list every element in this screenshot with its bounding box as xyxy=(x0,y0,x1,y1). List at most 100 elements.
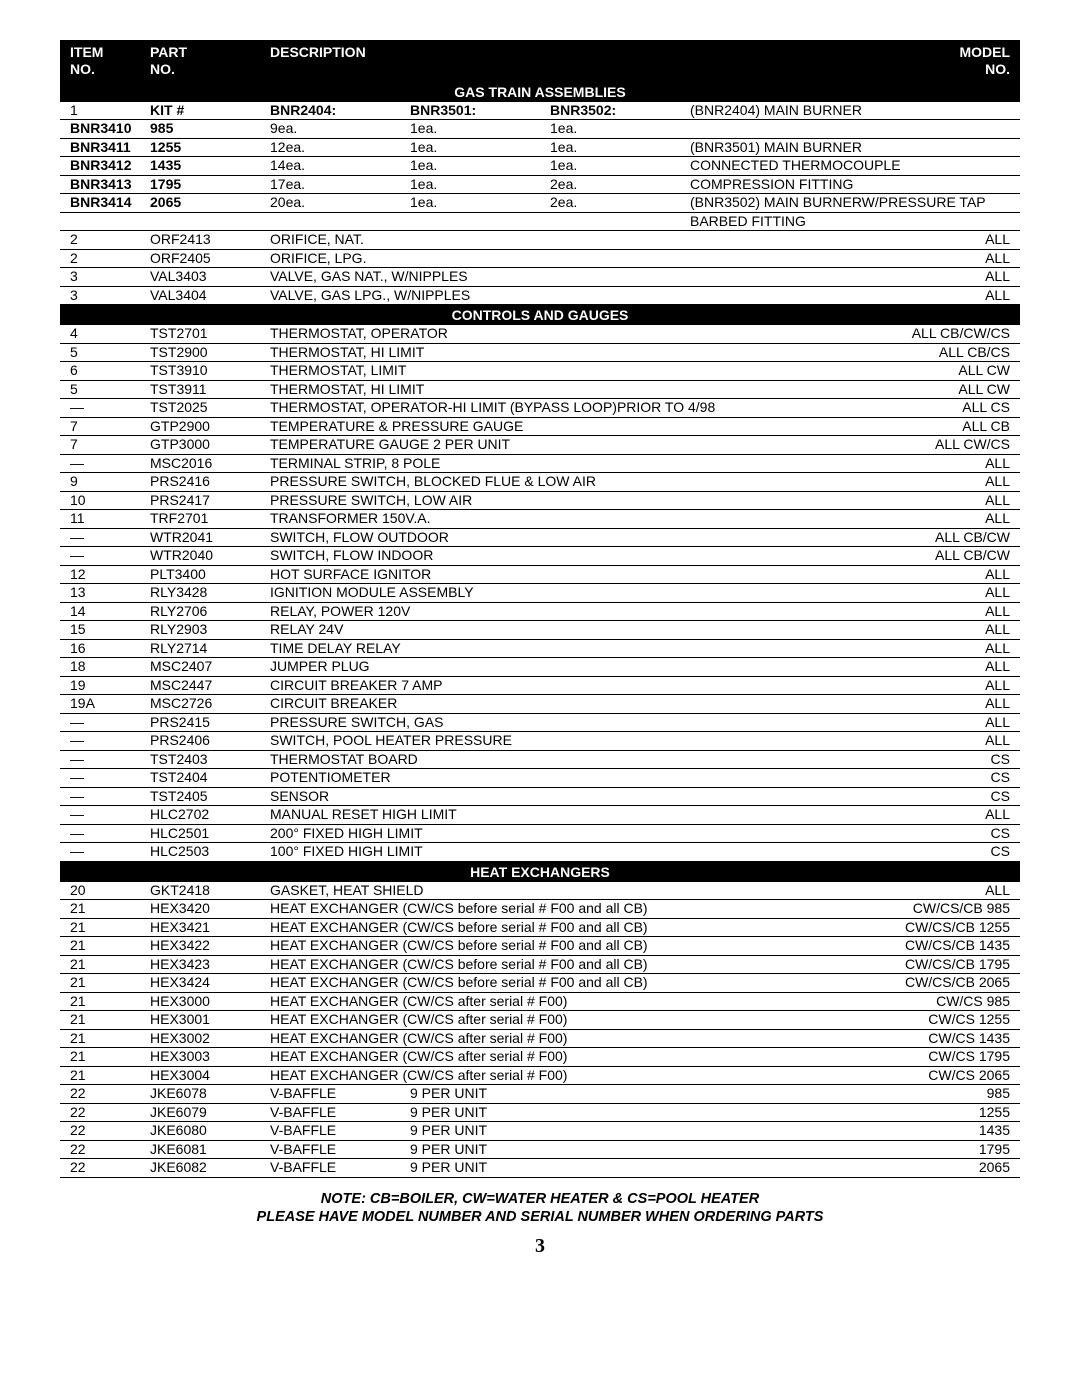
cell-desc: THERMOSTAT, OPERATOR xyxy=(266,325,834,343)
table-row: 21HEX3423HEAT EXCHANGER (CW/CS before se… xyxy=(60,956,1020,975)
cell-desc: TIME DELAY RELAY xyxy=(266,640,834,658)
cell-part: RLY2714 xyxy=(146,640,266,658)
cell-desc: THERMOSTAT BOARD xyxy=(266,751,834,769)
cell-model: ALL CB/CW xyxy=(834,529,1014,547)
cell-desc: 100° FIXED HIGH LIMIT xyxy=(266,843,834,861)
cell-item: — xyxy=(66,399,146,417)
header-item-l2: NO. xyxy=(70,61,95,77)
cell-desc: PRESSURE SWITCH, BLOCKED FLUE & LOW AIR xyxy=(266,473,834,491)
table-row: 5TST2900THERMOSTAT, HI LIMITALL CB/CS xyxy=(60,344,1020,363)
cell-part: HEX3003 xyxy=(146,1048,266,1066)
cell-desc: V-BAFFLE9 PER UNIT xyxy=(266,1085,834,1103)
header-part-l1: PART xyxy=(150,44,187,60)
cell-model: CW/CS/CB 1255 xyxy=(834,919,1014,937)
table-row: —TST2404POTENTIOMETERCS xyxy=(60,769,1020,788)
cell-model: ALL CS xyxy=(834,399,1014,417)
section-gas-train: GAS TRAIN ASSEMBLIES xyxy=(60,82,1020,102)
cell-model: ALL CB xyxy=(834,418,1014,436)
cell-item: 20 xyxy=(66,882,146,900)
table-row: —TST2025THERMOSTAT, OPERATOR-HI LIMIT (B… xyxy=(60,399,1020,418)
cell-desc: CIRCUIT BREAKER 7 AMP xyxy=(266,677,834,695)
cell-item: 7 xyxy=(66,418,146,436)
cell-part: PRS2417 xyxy=(146,492,266,510)
cell-model: ALL xyxy=(834,287,1014,305)
cell-part: MSC2016 xyxy=(146,455,266,473)
cell-desc: CIRCUIT BREAKER xyxy=(266,695,834,713)
cell-model: ALL xyxy=(834,566,1014,584)
cell-desc-right: 9 PER UNIT xyxy=(410,1104,487,1122)
table-row: 12PLT3400HOT SURFACE IGNITORALL xyxy=(60,566,1020,585)
header-item: ITEM NO. xyxy=(66,44,146,78)
cell-model: ALL CB/CW/CS xyxy=(834,325,1014,343)
kit-cell-extra: COMPRESSION FITTING xyxy=(686,176,1014,194)
kit-header-c2: BNR3501: xyxy=(406,102,546,120)
cell-desc: 200° FIXED HIGH LIMIT xyxy=(266,825,834,843)
cell-model: ALL xyxy=(834,268,1014,286)
cell-item: — xyxy=(66,732,146,750)
cell-part: GTP3000 xyxy=(146,436,266,454)
cell-model: 1795 xyxy=(834,1141,1014,1159)
cell-model: CW/CS 1795 xyxy=(834,1048,1014,1066)
cell-item: 21 xyxy=(66,1048,146,1066)
cell-part: GKT2418 xyxy=(146,882,266,900)
cell-desc: PRESSURE SWITCH, GAS xyxy=(266,714,834,732)
cell-item: 13 xyxy=(66,584,146,602)
table-row: 21HEX3002HEAT EXCHANGER (CW/CS after ser… xyxy=(60,1030,1020,1049)
kit-cell-c1 xyxy=(266,213,406,231)
cell-item: 21 xyxy=(66,1030,146,1048)
cell-item: 6 xyxy=(66,362,146,380)
kit-row: BNR3413179517ea.1ea.2ea.COMPRESSION FITT… xyxy=(60,176,1020,195)
cell-item: 9 xyxy=(66,473,146,491)
cell-part: RLY2706 xyxy=(146,603,266,621)
cell-item: 15 xyxy=(66,621,146,639)
cell-desc: POTENTIOMETER xyxy=(266,769,834,787)
cell-model: ALL xyxy=(834,510,1014,528)
page-number: 3 xyxy=(60,1235,1020,1258)
footer-line2: PLEASE HAVE MODEL NUMBER AND SERIAL NUMB… xyxy=(60,1208,1020,1227)
table-row: —MSC2016TERMINAL STRIP, 8 POLEALL xyxy=(60,455,1020,474)
cell-desc: JUMPER PLUG xyxy=(266,658,834,676)
cell-model: ALL xyxy=(834,231,1014,249)
cell-desc-left: V-BAFFLE xyxy=(270,1104,410,1122)
cell-item: 12 xyxy=(66,566,146,584)
cell-item: 21 xyxy=(66,1067,146,1085)
cell-model: CW/CS/CB 1795 xyxy=(834,956,1014,974)
cell-part: MSC2726 xyxy=(146,695,266,713)
cell-item: 19A xyxy=(66,695,146,713)
kit-row: BNR3411125512ea.1ea.1ea.(BNR3501) MAIN B… xyxy=(60,139,1020,158)
table-row: 20GKT2418GASKET, HEAT SHIELDALL xyxy=(60,882,1020,901)
cell-item: 16 xyxy=(66,640,146,658)
table-header: ITEM NO. PART NO. DESCRIPTION MODEL NO. xyxy=(60,40,1020,82)
cell-desc: HEAT EXCHANGER (CW/CS after serial # F00… xyxy=(266,1030,834,1048)
cell-item: 21 xyxy=(66,974,146,992)
section-controls: CONTROLS AND GAUGES xyxy=(60,305,1020,325)
cell-desc: HOT SURFACE IGNITOR xyxy=(266,566,834,584)
cell-part: TST2025 xyxy=(146,399,266,417)
cell-desc: SENSOR xyxy=(266,788,834,806)
cell-desc: ORIFICE, NAT. xyxy=(266,231,834,249)
cell-part: JKE6082 xyxy=(146,1159,266,1177)
kit-cell-b: 985 xyxy=(146,120,266,138)
cell-desc: SWITCH, POOL HEATER PRESSURE xyxy=(266,732,834,750)
table-row: 2ORF2413ORIFICE, NAT.ALL xyxy=(60,231,1020,250)
cell-item: — xyxy=(66,825,146,843)
cell-item: 14 xyxy=(66,603,146,621)
cell-part: TST2405 xyxy=(146,788,266,806)
kit-cell-c2 xyxy=(406,213,546,231)
cell-item: — xyxy=(66,788,146,806)
table-row: 22JKE6082V-BAFFLE9 PER UNIT2065 xyxy=(60,1159,1020,1178)
cell-model: ALL xyxy=(834,455,1014,473)
cell-model: 2065 xyxy=(834,1159,1014,1177)
table-row: 18MSC2407JUMPER PLUGALL xyxy=(60,658,1020,677)
table-row: 21HEX3003HEAT EXCHANGER (CW/CS after ser… xyxy=(60,1048,1020,1067)
kit-header-item: 1 xyxy=(66,102,146,120)
cell-model: ALL xyxy=(834,621,1014,639)
cell-part: WTR2041 xyxy=(146,529,266,547)
kit-cell-c2: 1ea. xyxy=(406,157,546,175)
cell-model: ALL xyxy=(834,732,1014,750)
table-row: 11TRF2701TRANSFORMER 150V.A.ALL xyxy=(60,510,1020,529)
cell-item: — xyxy=(66,769,146,787)
cell-part: PRS2415 xyxy=(146,714,266,732)
cell-model: ALL xyxy=(834,603,1014,621)
cell-model: CW/CS 1255 xyxy=(834,1011,1014,1029)
